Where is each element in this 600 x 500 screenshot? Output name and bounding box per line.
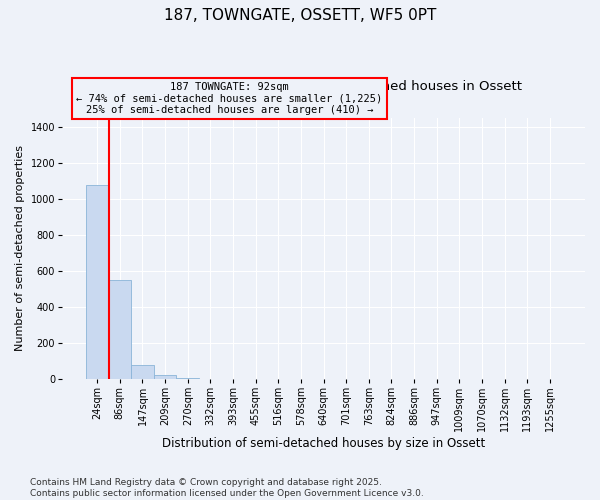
Y-axis label: Number of semi-detached properties: Number of semi-detached properties [15, 146, 25, 352]
Bar [86, 186, 109, 379]
Text: Contains HM Land Registry data © Crown copyright and database right 2025.
Contai: Contains HM Land Registry data © Crown c… [30, 478, 424, 498]
Bar [131, 366, 154, 379]
Title: Size of property relative to semi-detached houses in Ossett: Size of property relative to semi-detach… [125, 80, 522, 93]
Bar [109, 280, 131, 379]
Bar [154, 376, 176, 379]
Text: 187 TOWNGATE: 92sqm
← 74% of semi-detached houses are smaller (1,225)
25% of sem: 187 TOWNGATE: 92sqm ← 74% of semi-detach… [76, 82, 383, 115]
Text: 187, TOWNGATE, OSSETT, WF5 0PT: 187, TOWNGATE, OSSETT, WF5 0PT [164, 8, 436, 22]
Bar [176, 378, 199, 379]
X-axis label: Distribution of semi-detached houses by size in Ossett: Distribution of semi-detached houses by … [162, 437, 485, 450]
